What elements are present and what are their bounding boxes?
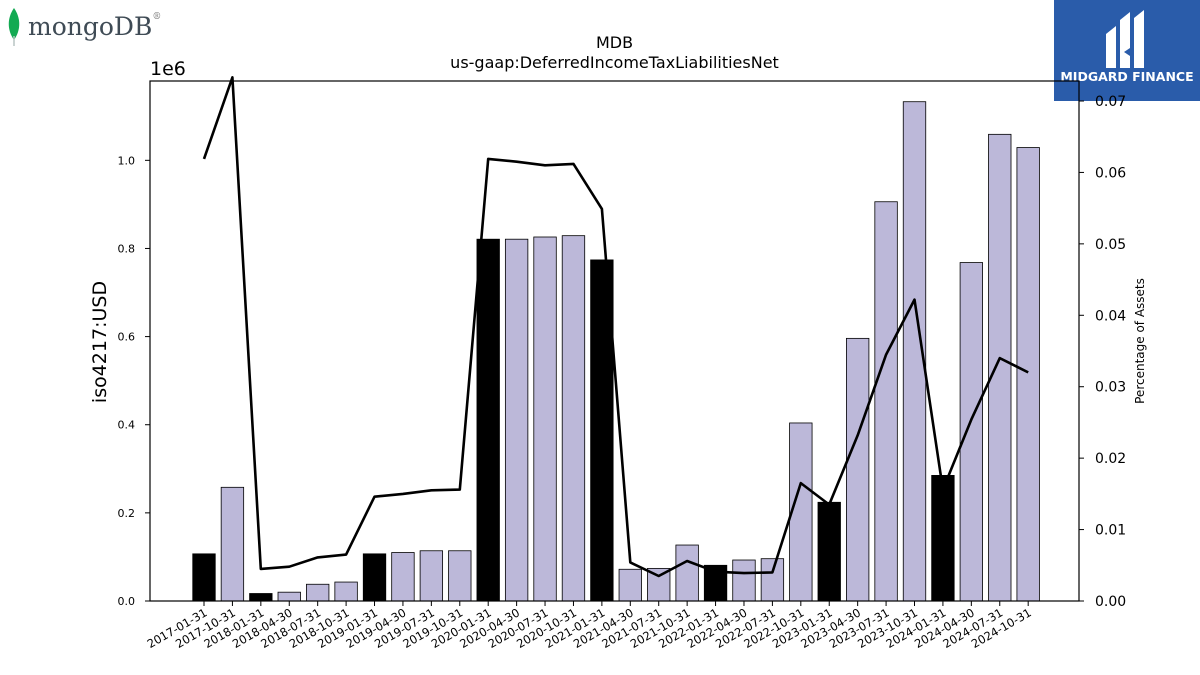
y2-axis-label: Percentage of Assets xyxy=(1133,278,1147,404)
bar-2020-07-31 xyxy=(533,236,557,602)
bar-2020-10-31 xyxy=(561,235,586,602)
bar-2019-04-30 xyxy=(391,552,415,602)
chart-title: MDB xyxy=(596,33,633,52)
percentage-of-assets-line xyxy=(202,76,1029,578)
bar-2021-04-30 xyxy=(618,568,642,602)
bar-2018-01-31 xyxy=(249,593,273,602)
y2-tick-label: 0.05 xyxy=(1095,237,1126,253)
bar-2023-07-31 xyxy=(874,201,898,602)
bar-2023-04-30 xyxy=(846,337,870,602)
midgard-logo-icon xyxy=(1106,10,1144,68)
badge-name: MIDGARD FINANCE xyxy=(1060,69,1194,84)
y-tick-label: 0.2 xyxy=(118,507,136,520)
bar-2024-04-30 xyxy=(959,262,983,602)
y-offset-label: 1e6 xyxy=(150,58,186,80)
y2-tick-label: 0.02 xyxy=(1095,451,1126,467)
y2-tick-label: 0.00 xyxy=(1095,594,1126,610)
midgard-finance-badge: MIDGARD FINANCE xyxy=(1054,0,1200,101)
y-tick-label: 0.0 xyxy=(118,595,136,608)
bar-2019-07-31 xyxy=(419,550,444,602)
y-axis-label: iso4217:USD xyxy=(89,281,111,403)
bar-2024-01-31 xyxy=(931,475,955,602)
y-tick-label: 0.6 xyxy=(118,331,136,344)
bar-2024-07-31 xyxy=(988,133,1012,602)
bar-2019-10-31 xyxy=(448,550,472,602)
chart-subtitle: us-gaap:DeferredIncomeTaxLiabilitiesNet xyxy=(450,53,779,72)
bar-2020-04-30 xyxy=(504,238,529,602)
bar-2019-01-31 xyxy=(362,553,387,602)
y2-tick-label: 0.03 xyxy=(1095,380,1126,396)
bar-2024-10-31 xyxy=(1016,147,1040,602)
plot-frame xyxy=(149,80,1080,602)
y2-tick-label: 0.07 xyxy=(1095,94,1126,110)
leaf-icon xyxy=(8,8,20,46)
y-tick-label: 0.4 xyxy=(118,419,136,432)
brand-wordmark: mongoDB® xyxy=(28,11,162,41)
y2-tick-label: 0.06 xyxy=(1095,165,1126,181)
bar-2022-07-31 xyxy=(760,558,785,602)
brand-logo: mongoDB® xyxy=(4,6,161,46)
y2-tick-label: 0.01 xyxy=(1095,523,1126,539)
bar-2017-10-31 xyxy=(220,486,245,602)
bar-2018-04-30 xyxy=(277,591,301,602)
bar-2020-01-31 xyxy=(476,238,500,602)
bar-2023-01-31 xyxy=(817,501,841,602)
bar-2018-07-31 xyxy=(306,583,330,602)
bar-2021-10-31 xyxy=(675,544,699,602)
y2-tick-label: 0.04 xyxy=(1095,308,1126,324)
bar-2018-10-31 xyxy=(334,581,358,602)
bar-2022-04-30 xyxy=(732,559,756,602)
y-tick-label: 0.8 xyxy=(118,242,136,255)
bar-2017-01-31 xyxy=(192,553,216,602)
y-tick-label: 1.0 xyxy=(118,154,136,167)
